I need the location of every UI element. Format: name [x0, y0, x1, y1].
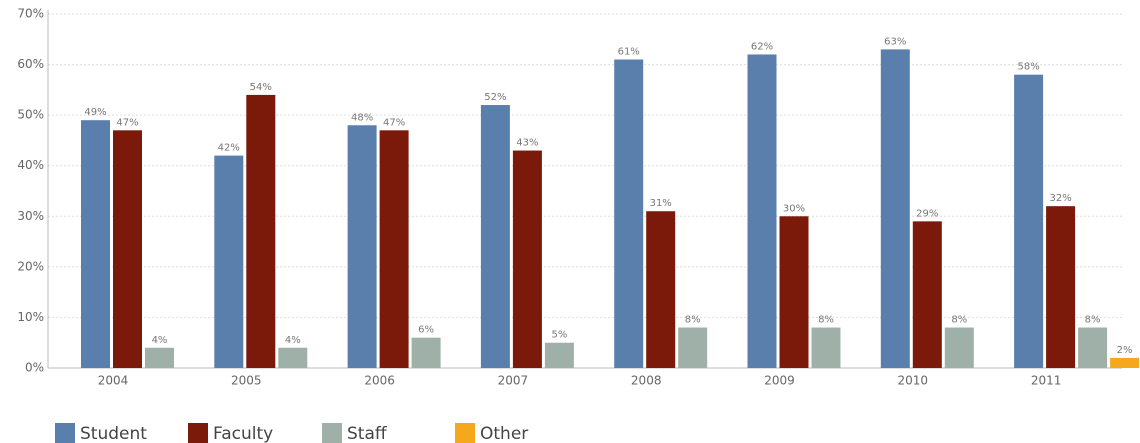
bar — [347, 125, 377, 368]
y-tick-label: 70% — [17, 7, 44, 21]
bar — [944, 327, 974, 368]
value-label: 8% — [1085, 315, 1101, 326]
bar — [811, 327, 841, 368]
value-label: 42% — [218, 143, 240, 154]
x-tick-label: 2007 — [498, 374, 529, 388]
y-tick-label: 40% — [17, 158, 44, 172]
value-label: 48% — [351, 112, 373, 123]
bar — [214, 155, 244, 368]
x-tick-label: 2004 — [98, 374, 129, 388]
value-label: 63% — [884, 36, 906, 47]
bar — [747, 54, 777, 368]
value-label: 8% — [818, 315, 834, 326]
bar — [1014, 74, 1044, 368]
bar — [246, 94, 276, 369]
y-tick-label: 60% — [17, 57, 44, 71]
bar — [678, 327, 708, 368]
value-label: 5% — [551, 330, 567, 341]
value-label: 2% — [1117, 345, 1133, 356]
legend-swatch — [188, 423, 208, 443]
value-label: 54% — [250, 82, 272, 93]
bar — [1110, 357, 1140, 368]
bar — [912, 221, 942, 368]
bar — [614, 59, 644, 369]
bar — [1046, 206, 1076, 368]
y-tick-label: 10% — [17, 310, 44, 324]
bar — [145, 347, 174, 368]
x-tick-label: 2009 — [764, 374, 795, 388]
bar — [779, 216, 809, 368]
x-tick-label: 2005 — [231, 374, 262, 388]
y-tick-label: 50% — [17, 108, 44, 122]
x-tick-label: 2006 — [364, 374, 395, 388]
legend-swatch — [455, 423, 475, 443]
x-tick-label: 2008 — [631, 374, 662, 388]
bar — [512, 150, 542, 368]
value-label: 29% — [916, 208, 938, 219]
value-label: 58% — [1017, 62, 1039, 73]
bar — [411, 337, 441, 368]
x-tick-label: 2010 — [898, 374, 929, 388]
value-label: 49% — [84, 107, 106, 118]
value-label: 47% — [383, 117, 405, 128]
value-label: 61% — [618, 47, 640, 58]
legend-label: Other — [480, 424, 528, 443]
value-label: 30% — [783, 203, 805, 214]
bar — [880, 49, 910, 369]
value-label: 8% — [685, 315, 701, 326]
bar — [113, 130, 142, 368]
legend-label: Student — [80, 424, 147, 443]
value-label: 4% — [152, 335, 168, 346]
x-tick-label: 2011 — [1031, 374, 1062, 388]
bar — [81, 120, 110, 368]
y-tick-label: 0% — [25, 361, 44, 375]
legend-label: Staff — [347, 424, 388, 443]
value-label: 43% — [516, 138, 538, 149]
value-label: 31% — [650, 198, 672, 209]
value-label: 6% — [418, 325, 434, 336]
bar — [278, 347, 308, 368]
value-label: 32% — [1049, 193, 1071, 204]
y-tick-label: 20% — [17, 259, 44, 273]
bar — [544, 342, 574, 368]
legend-label: Faculty — [213, 424, 273, 443]
bar — [480, 105, 510, 369]
legend-swatch — [322, 423, 342, 443]
bar — [379, 130, 409, 368]
bar — [1078, 327, 1108, 368]
value-label: 52% — [484, 92, 506, 103]
value-label: 62% — [751, 41, 773, 52]
bar — [646, 211, 676, 368]
value-label: 47% — [116, 117, 138, 128]
value-label: 8% — [951, 315, 967, 326]
y-tick-label: 30% — [17, 209, 44, 223]
legend-swatch — [55, 423, 75, 443]
value-label: 4% — [285, 335, 301, 346]
